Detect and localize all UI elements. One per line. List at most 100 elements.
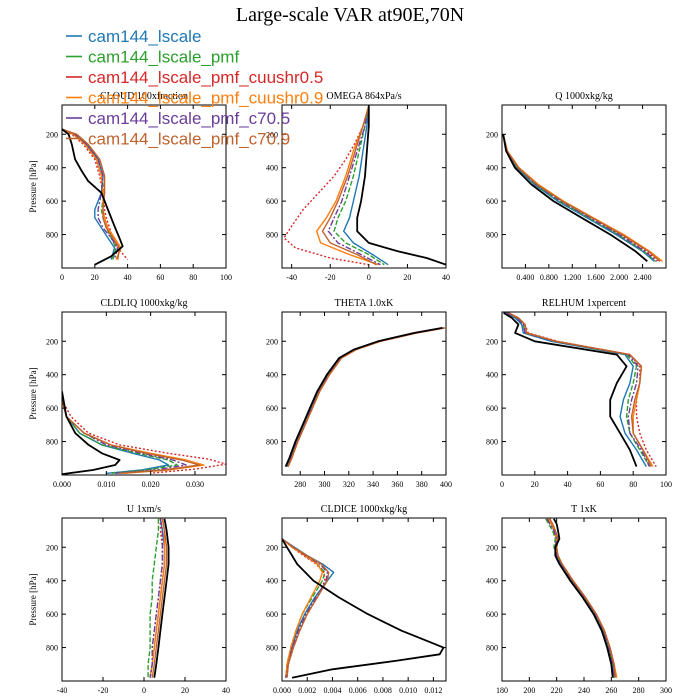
y-tick-label: 400 xyxy=(266,164,278,173)
y-tick-label: 600 xyxy=(486,610,498,619)
series-line-cam144-lscale xyxy=(504,312,647,467)
x-tick-label: 320 xyxy=(343,480,355,489)
panel-title: CLDICE 1000xkg/kg xyxy=(321,504,407,515)
y-axis-label: Pressure [hPa] xyxy=(28,573,38,625)
series-group xyxy=(282,538,445,679)
series-group xyxy=(283,105,446,266)
legend-label: cam144_lscale_pmf_cuushr0.9 xyxy=(88,89,323,108)
series-line-cam144-lscale-pmf-c70-9 xyxy=(287,327,445,467)
x-tick-label: 180 xyxy=(496,686,508,695)
x-tick-label: 0.006 xyxy=(349,686,367,695)
x-tick-label: 20 xyxy=(181,686,189,695)
legend-item: cam144_lscale xyxy=(66,27,201,46)
legend-label: cam144_lscale xyxy=(88,27,201,46)
series-line-cam144-lscale-pmf xyxy=(286,327,444,467)
series-line-cam144-lscale-pmf xyxy=(506,312,651,467)
series-group xyxy=(545,518,618,678)
x-tick-label: 0.004 xyxy=(323,686,341,695)
y-tick-label: 600 xyxy=(266,197,278,206)
legend-label: cam144_lscale_pmf_c70.9 xyxy=(88,130,290,149)
series-line-cam144-lscale-pmf-cuushr0-9 xyxy=(62,399,205,474)
legend: cam144_lscale cam144_lscale_pmf cam144_lsc… xyxy=(66,27,323,149)
series-line-cam144-lscale-pmf-c70-9 xyxy=(282,538,330,678)
y-tick-label: 400 xyxy=(46,164,58,173)
y-tick-label: 600 xyxy=(46,197,58,206)
y-tick-label: 400 xyxy=(486,371,498,380)
legend-label: cam144_lscale_pmf_c70.5 xyxy=(88,109,290,128)
y-tick-label: 200 xyxy=(266,130,278,139)
x-tick-label: 40 xyxy=(564,480,572,489)
y-tick-label: 800 xyxy=(486,644,498,653)
y-tick-label: 600 xyxy=(266,404,278,413)
y-tick-label: 600 xyxy=(46,404,58,413)
series-line-control xyxy=(282,538,445,679)
x-tick-label: 200 xyxy=(523,686,535,695)
x-tick-label: 360 xyxy=(391,480,403,489)
series-line-control xyxy=(502,134,648,262)
series-line-control xyxy=(284,327,443,467)
series-line-control xyxy=(153,518,170,678)
figure-title: Large-scale VAR at90E,70N xyxy=(236,4,464,26)
series-line-cam144-lscale-pmf-cuushr0-9 xyxy=(287,327,445,467)
series-line-cam144-lscale-pmf-cuushr0-5 xyxy=(283,105,370,266)
series-line-cam144-lscale-pmf-c70-9 xyxy=(321,105,377,266)
series-line-cam144-lscale-pmf xyxy=(502,134,656,262)
x-tick-label: 240 xyxy=(578,686,590,695)
series-line-cam144-lscale-pmf-c70-5 xyxy=(286,327,444,467)
series-line-cam144-lscale-pmf-c70-9 xyxy=(62,399,201,474)
x-tick-label: 0.012 xyxy=(424,686,442,695)
x-tick-label: 40 xyxy=(222,686,230,695)
series-line-control xyxy=(62,391,121,475)
x-tick-label: 60 xyxy=(156,273,164,282)
series-line-cam144-lscale-pmf-c70-5 xyxy=(149,518,164,678)
y-tick-label: 800 xyxy=(46,438,58,447)
legend-label: cam144_lscale_pmf xyxy=(88,48,239,67)
x-tick-label: 20 xyxy=(91,273,99,282)
series-line-cam144-lscale-pmf-c70-5 xyxy=(546,518,615,678)
y-tick-label: 800 xyxy=(46,231,58,240)
y-tick-label: 600 xyxy=(486,197,498,206)
legend-item: cam144_lscale_pmf_cuushr0.9 xyxy=(66,89,323,108)
x-tick-label: 40 xyxy=(442,273,450,282)
x-tick-label: 0 xyxy=(367,273,371,282)
panel-5: THETA 1.0xK 280 300 320 340 360 380 400 200 400 60… xyxy=(266,298,452,489)
series-line-cam144-lscale-pmf-c70-9 xyxy=(502,134,661,262)
x-tick-label: 220 xyxy=(551,686,563,695)
x-tick-label: 2.400 xyxy=(634,273,652,282)
legend-item: cam144_lscale_pmf_c70.5 xyxy=(66,109,290,128)
series-group xyxy=(503,312,657,467)
panel-6: RELHUM 1xpercent 0 20 40 60 80 100 200 400 600 800 xyxy=(486,298,672,489)
series-line-cam144-lscale-pmf-cuushr0-9 xyxy=(316,105,379,266)
y-tick-label: 400 xyxy=(266,371,278,380)
plot-frame xyxy=(281,104,447,269)
legend-item: cam144_lscale_pmf_c70.9 xyxy=(66,130,290,149)
series-line-control xyxy=(503,312,638,467)
series-line-cam144-lscale-pmf xyxy=(62,399,178,474)
series-group xyxy=(62,391,226,475)
series-line-control xyxy=(356,105,446,266)
panel-title: Q 1000xkg/kg xyxy=(555,91,613,102)
x-tick-label: 0.010 xyxy=(399,686,417,695)
series-line-cam144-lscale-pmf xyxy=(333,105,385,266)
panel-title: CLDLIQ 1000xkg/kg xyxy=(101,298,188,309)
x-tick-label: 0.030 xyxy=(186,480,204,489)
x-tick-label: 0 xyxy=(142,686,146,695)
series-line-cam144-lscale xyxy=(286,327,444,467)
x-tick-label: -40 xyxy=(57,686,68,695)
series-line-cam144-lscale-pmf-c70-9 xyxy=(549,518,617,678)
series-line-cam144-lscale-pmf-cuushr0-9 xyxy=(282,538,324,678)
y-tick-label: 600 xyxy=(266,610,278,619)
series-group xyxy=(147,518,170,678)
panel-title: U 1xm/s xyxy=(127,504,161,515)
y-tick-label: 800 xyxy=(46,644,58,653)
series-line-cam144-lscale-pmf-cuushr0-9 xyxy=(502,134,663,262)
x-tick-label: 1.200 xyxy=(563,273,581,282)
series-group xyxy=(502,134,663,262)
y-tick-label: 600 xyxy=(486,404,498,413)
y-tick-label: 200 xyxy=(486,543,498,552)
series-line-cam144-lscale-pmf xyxy=(147,518,160,678)
x-tick-label: 300 xyxy=(660,686,672,695)
series-line-cam144-lscale-pmf-c70-9 xyxy=(508,312,652,467)
panel-title: OMEGA 864xPa/s xyxy=(326,91,401,102)
